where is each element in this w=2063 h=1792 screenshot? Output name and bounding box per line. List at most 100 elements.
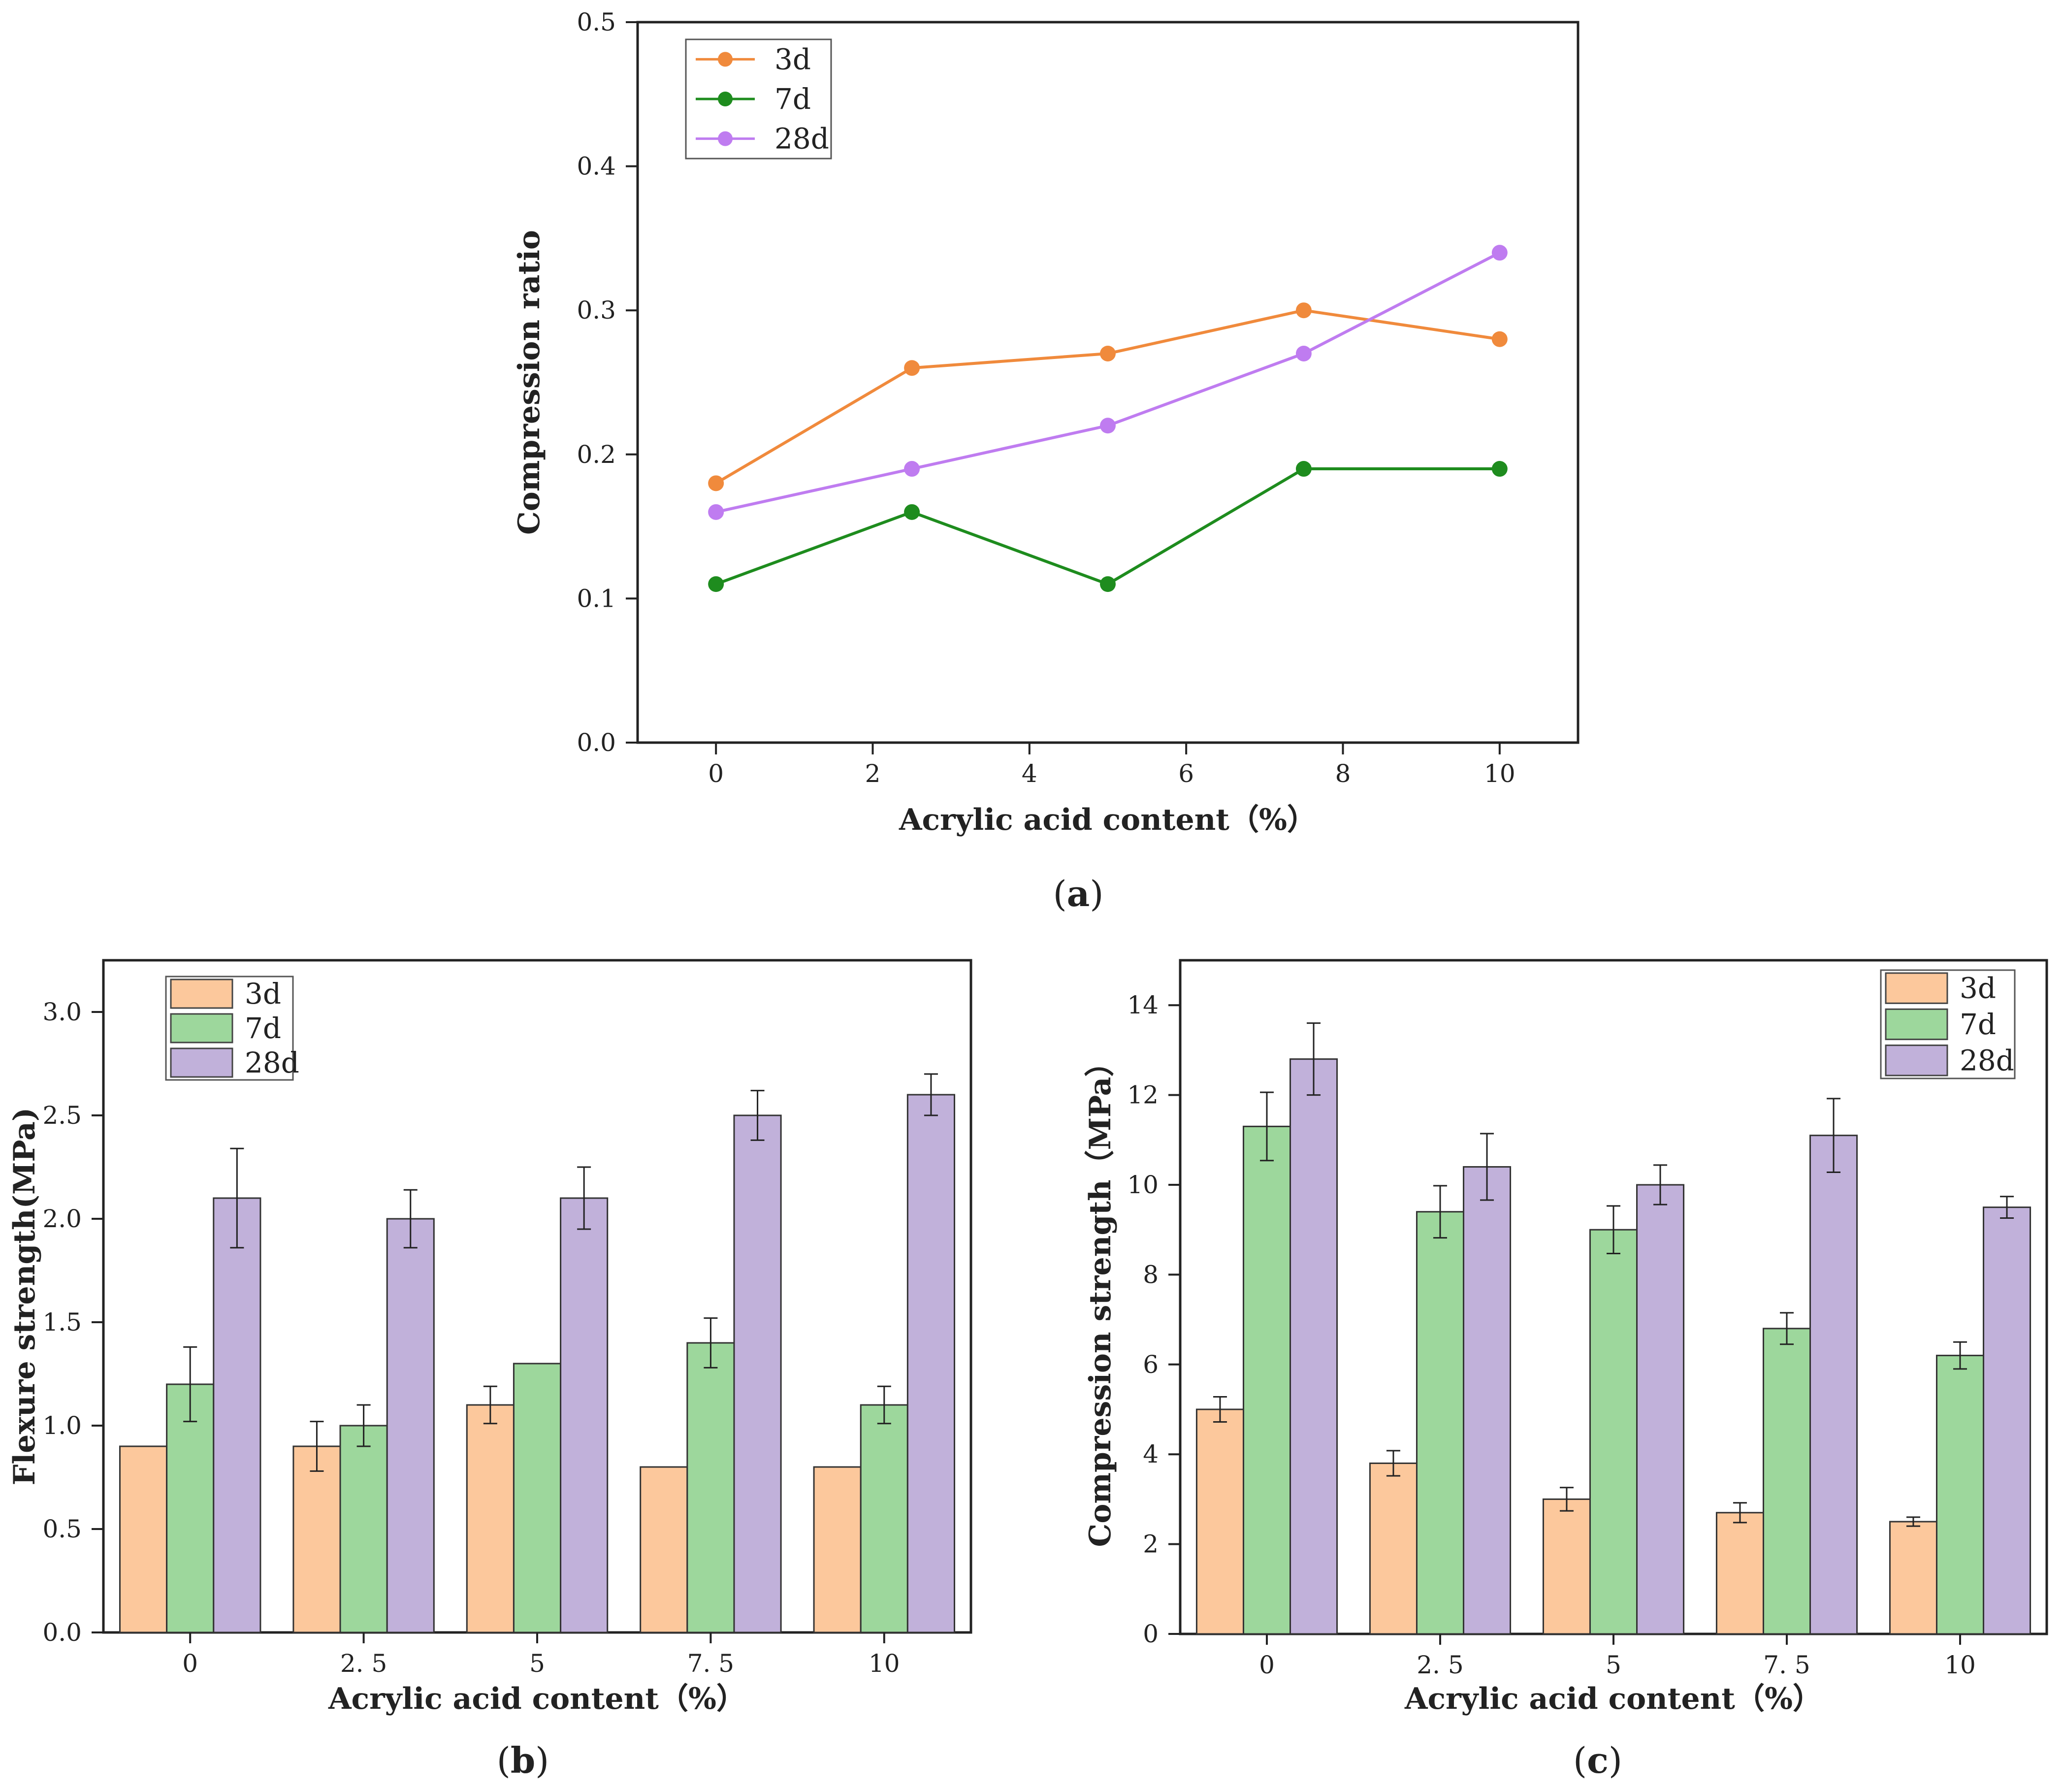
chart-a-legend-marker-3d — [718, 52, 733, 67]
chart-b-bar-28d — [213, 1197, 261, 1633]
chart-b-x-tick-label: 5 — [529, 1649, 545, 1678]
chart-c-bar-3d — [1195, 1408, 1244, 1635]
chart-a-point-28d — [904, 461, 920, 477]
chart-b-bar-28d — [386, 1218, 435, 1633]
chart-b-legend-label-3d: 3d — [245, 977, 281, 1010]
chart-a-y-tick-label: 0.0 — [577, 728, 616, 757]
chart-c-x-tick-label: 10 — [1944, 1651, 1976, 1679]
chart-b-y-axis-title: Flexure strength(MPa) — [7, 1108, 42, 1485]
chart-b-x-tick-label: 0 — [182, 1649, 198, 1678]
chart-a-point-7d — [1491, 461, 1508, 477]
chart-c-x-tick-label: 0 — [1259, 1651, 1275, 1679]
chart-c-legend-swatch-28d — [1885, 1044, 1948, 1076]
chart-c-bar-28d — [1636, 1184, 1685, 1635]
chart-a-point-3d — [1100, 345, 1116, 361]
chart-a-y-axis-title: Compression ratio — [512, 230, 547, 535]
chart-b-y-tick-label: 2.5 — [42, 1101, 82, 1130]
chart-a-point-28d — [1295, 345, 1312, 361]
chart-b-y-tick-label: 0.0 — [42, 1618, 82, 1647]
chart-b-legend-label-7d: 7d — [245, 1011, 281, 1045]
chart-a-point-7d — [708, 576, 724, 592]
chart-a-point-3d — [1295, 302, 1312, 319]
chart-b-y-tick-label: 0.5 — [42, 1515, 82, 1543]
chart-b-legend-swatch-28d — [170, 1047, 233, 1078]
chart-a-plot-frame — [636, 21, 1579, 744]
chart-b-legend-label-28d: 28d — [245, 1046, 299, 1079]
chart-b-bar-7d — [513, 1363, 562, 1633]
panel-label-c: (c) — [1573, 1739, 1622, 1781]
chart-a-legend-marker-7d — [718, 92, 733, 106]
panel-label-b: (b) — [497, 1739, 549, 1781]
panel-label-a: (a) — [1053, 873, 1104, 914]
chart-b-bar-3d — [813, 1466, 862, 1633]
chart-a-y-tick-label: 0.2 — [577, 440, 616, 469]
chart-b-legend-swatch-3d — [170, 978, 233, 1009]
chart-a-point-7d — [1100, 576, 1116, 592]
chart-a-legend-label-3d: 3d — [774, 42, 811, 76]
chart-c-bar-3d — [1369, 1462, 1418, 1635]
chart-b-bar-3d — [119, 1445, 168, 1633]
chart-c-legend-label-28d: 28d — [1960, 1043, 2014, 1077]
chart-b-bar-28d — [906, 1094, 956, 1633]
chart-a-point-3d — [1491, 331, 1508, 347]
chart-c-bar-3d — [1542, 1498, 1591, 1635]
chart-b-x-tick-label: 7. 5 — [687, 1649, 734, 1678]
chart-b-bar-7d — [686, 1342, 735, 1633]
chart-a-series-line-3d — [715, 309, 1500, 485]
chart-b-bar-3d — [640, 1466, 688, 1633]
chart-c-bar-28d — [1983, 1206, 2031, 1635]
chart-c-bar-7d — [1935, 1355, 1985, 1635]
chart-c-bar-7d — [1416, 1211, 1465, 1635]
chart-a-x-tick-label: 10 — [1484, 759, 1515, 788]
chart-c-legend-swatch-3d — [1885, 972, 1948, 1004]
chart-a-compression-ratio: 0.0 0.1 0.2 0.3 0.4 0.5 Acrylic acid content（%… — [512, 8, 1579, 837]
chart-b-bar-3d — [466, 1404, 515, 1633]
chart-a-point-3d — [904, 360, 920, 376]
chart-b-bar-28d — [733, 1114, 782, 1633]
chart-a-y-tick-label: 0.5 — [577, 8, 616, 36]
chart-c-y-tick-label: 6 — [1143, 1350, 1159, 1379]
chart-c-bar-7d — [1762, 1328, 1811, 1635]
chart-a-legend-label-7d: 7d — [774, 82, 811, 116]
chart-a-x-tick-label: 2 — [865, 759, 881, 788]
chart-c-x-tick-label: 7. 5 — [1763, 1651, 1810, 1679]
chart-c-legend-label-7d: 7d — [1960, 1008, 1996, 1041]
chart-a-point-28d — [1491, 245, 1508, 261]
chart-c-bar-28d — [1463, 1166, 1512, 1635]
chart-b-y-tick-label: 3.0 — [42, 998, 82, 1026]
chart-b-y-tick-label: 1.5 — [42, 1308, 82, 1336]
chart-b-bar-3d — [292, 1445, 341, 1633]
chart-c-bar-7d — [1242, 1125, 1291, 1635]
chart-b-flexure-strength: 0.0 0.5 1.0 1.5 2.0 2.5 3.0 Acrylic acid conten… — [7, 959, 972, 1716]
chart-c-x-axis-title: Acrylic acid content（%） — [1404, 1682, 1822, 1716]
chart-c-bar-3d — [1715, 1512, 1764, 1635]
chart-c-y-tick-label: 10 — [1127, 1171, 1159, 1199]
chart-b-x-axis-title: Acrylic acid content（%） — [328, 1682, 746, 1716]
chart-b-y-tick-label: 2.0 — [42, 1205, 82, 1233]
chart-a-point-7d — [1295, 461, 1312, 477]
chart-c-x-tick-label: 5 — [1606, 1651, 1621, 1679]
chart-a-y-tick-label: 0.3 — [577, 296, 616, 325]
chart-c-y-tick-label: 12 — [1127, 1081, 1159, 1109]
chart-a-x-axis-title: Acrylic acid content（%） — [899, 803, 1317, 837]
chart-a-point-7d — [904, 504, 920, 520]
chart-b-bar-7d — [339, 1425, 388, 1633]
chart-c-bar-3d — [1889, 1521, 1937, 1635]
chart-a-x-tick-label: 0 — [708, 759, 724, 788]
chart-c-y-tick-label: 8 — [1143, 1260, 1159, 1289]
chart-c-y-tick-label: 0 — [1143, 1620, 1159, 1648]
chart-b-x-tick-label: 2. 5 — [340, 1649, 387, 1678]
chart-b-x-tick-label: 10 — [869, 1649, 900, 1678]
chart-c-y-tick-label: 14 — [1127, 991, 1159, 1019]
chart-c-x-tick-label: 2. 5 — [1417, 1651, 1463, 1679]
chart-c-bar-7d — [1589, 1229, 1638, 1635]
chart-a-point-3d — [708, 475, 724, 491]
chart-a-x-tick-label: 6 — [1178, 759, 1194, 788]
chart-a-x-tick-label: 8 — [1335, 759, 1351, 788]
chart-a-point-28d — [708, 504, 724, 520]
chart-c-bar-28d — [1809, 1135, 1858, 1635]
chart-b-bar-28d — [560, 1197, 609, 1633]
chart-a-point-28d — [1100, 418, 1116, 434]
chart-b-bar-7d — [860, 1404, 908, 1633]
